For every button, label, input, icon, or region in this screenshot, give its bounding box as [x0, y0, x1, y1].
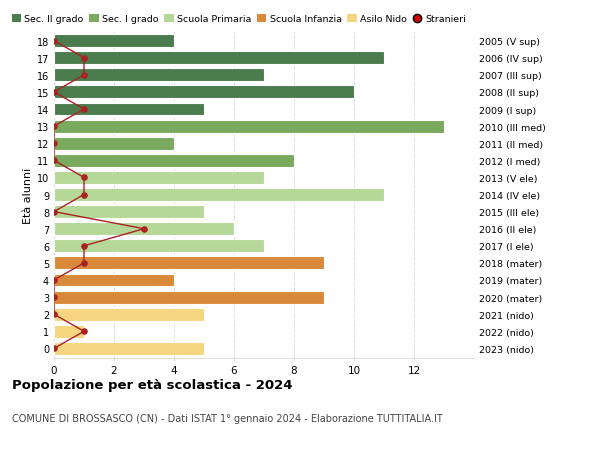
Bar — [54, 257, 324, 270]
Point — [79, 243, 89, 250]
Bar — [54, 206, 204, 218]
Text: Popolazione per età scolastica - 2024: Popolazione per età scolastica - 2024 — [12, 379, 293, 392]
Point — [79, 191, 89, 199]
Point — [79, 72, 89, 79]
Point — [79, 328, 89, 335]
Bar — [54, 155, 294, 168]
Bar — [54, 35, 174, 48]
Point — [49, 140, 59, 147]
Point — [49, 123, 59, 130]
Bar — [54, 325, 84, 338]
Point — [79, 174, 89, 182]
Y-axis label: Età alunni: Età alunni — [23, 167, 32, 223]
Legend: Sec. II grado, Sec. I grado, Scuola Primaria, Scuola Infanzia, Asilo Nido, Stran: Sec. II grado, Sec. I grado, Scuola Prim… — [11, 15, 466, 24]
Point — [49, 294, 59, 301]
Bar — [54, 120, 444, 133]
Bar — [54, 308, 204, 321]
Point — [49, 89, 59, 96]
Point — [79, 55, 89, 62]
Point — [49, 311, 59, 318]
Bar — [54, 223, 234, 235]
Bar — [54, 138, 174, 150]
Point — [49, 345, 59, 353]
Point — [49, 157, 59, 165]
Point — [49, 38, 59, 45]
Bar — [54, 274, 174, 287]
Bar — [54, 69, 264, 82]
Bar — [54, 240, 264, 252]
Bar — [54, 86, 354, 99]
Text: COMUNE DI BROSSASCO (CN) - Dati ISTAT 1° gennaio 2024 - Elaborazione TUTTITALIA.: COMUNE DI BROSSASCO (CN) - Dati ISTAT 1°… — [12, 413, 443, 423]
Bar — [54, 291, 324, 304]
Bar — [54, 342, 204, 355]
Bar — [54, 52, 384, 65]
Bar — [54, 103, 204, 116]
Bar — [54, 172, 264, 185]
Point — [79, 260, 89, 267]
Point — [49, 277, 59, 284]
Point — [79, 106, 89, 113]
Bar — [54, 189, 384, 202]
Point — [139, 225, 149, 233]
Point — [49, 208, 59, 216]
